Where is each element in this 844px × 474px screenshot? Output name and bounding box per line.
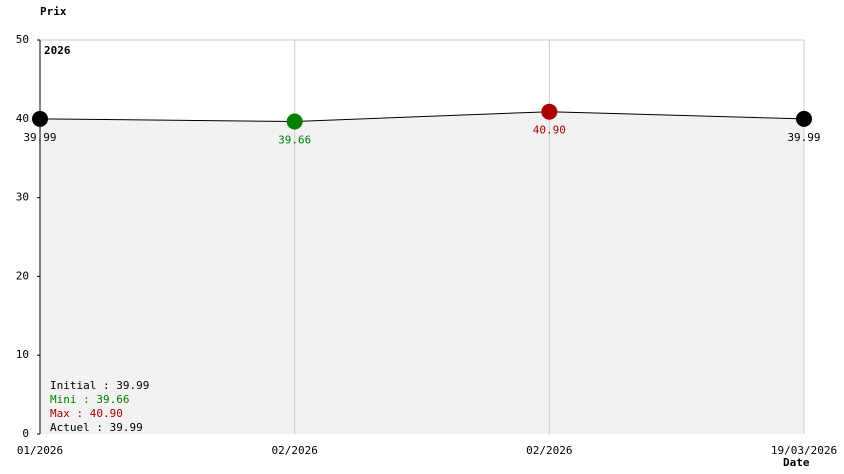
year-label: 2026 (44, 44, 71, 57)
y-tick-label: 0 (22, 427, 29, 440)
x-tick-label: 02/2026 (271, 444, 317, 457)
y-tick-label: 50 (16, 33, 29, 46)
price-point (796, 110, 812, 127)
price-point (32, 110, 48, 127)
summary-line: Max : 40.90 (50, 407, 123, 420)
y-tick-label: 10 (16, 348, 29, 361)
y-tick-label: 20 (16, 269, 29, 282)
x-tick-label: 19/03/2026 (771, 444, 837, 457)
x-tick-label: 01/2026 (17, 444, 63, 457)
y-tick-label: 40 (16, 112, 29, 125)
summary-line: Actuel : 39.99 (50, 421, 143, 434)
value-label: 39.99 (787, 131, 820, 144)
price-point (286, 113, 303, 130)
value-label: 40.90 (533, 124, 566, 137)
x-tick-label: 02/2026 (526, 444, 572, 457)
y-axis-label: Prix (40, 5, 67, 18)
area-fill (40, 111, 804, 434)
summary-line: Initial : 39.99 (50, 379, 149, 392)
value-label: 39.66 (278, 133, 311, 146)
price-line (39, 111, 805, 122)
y-tick-label: 30 (16, 191, 29, 204)
price-point (541, 103, 558, 120)
x-axis-label: Date (783, 456, 810, 469)
value-label: 39.99 (23, 131, 56, 144)
summary-line: Mini : 39.66 (50, 393, 129, 406)
